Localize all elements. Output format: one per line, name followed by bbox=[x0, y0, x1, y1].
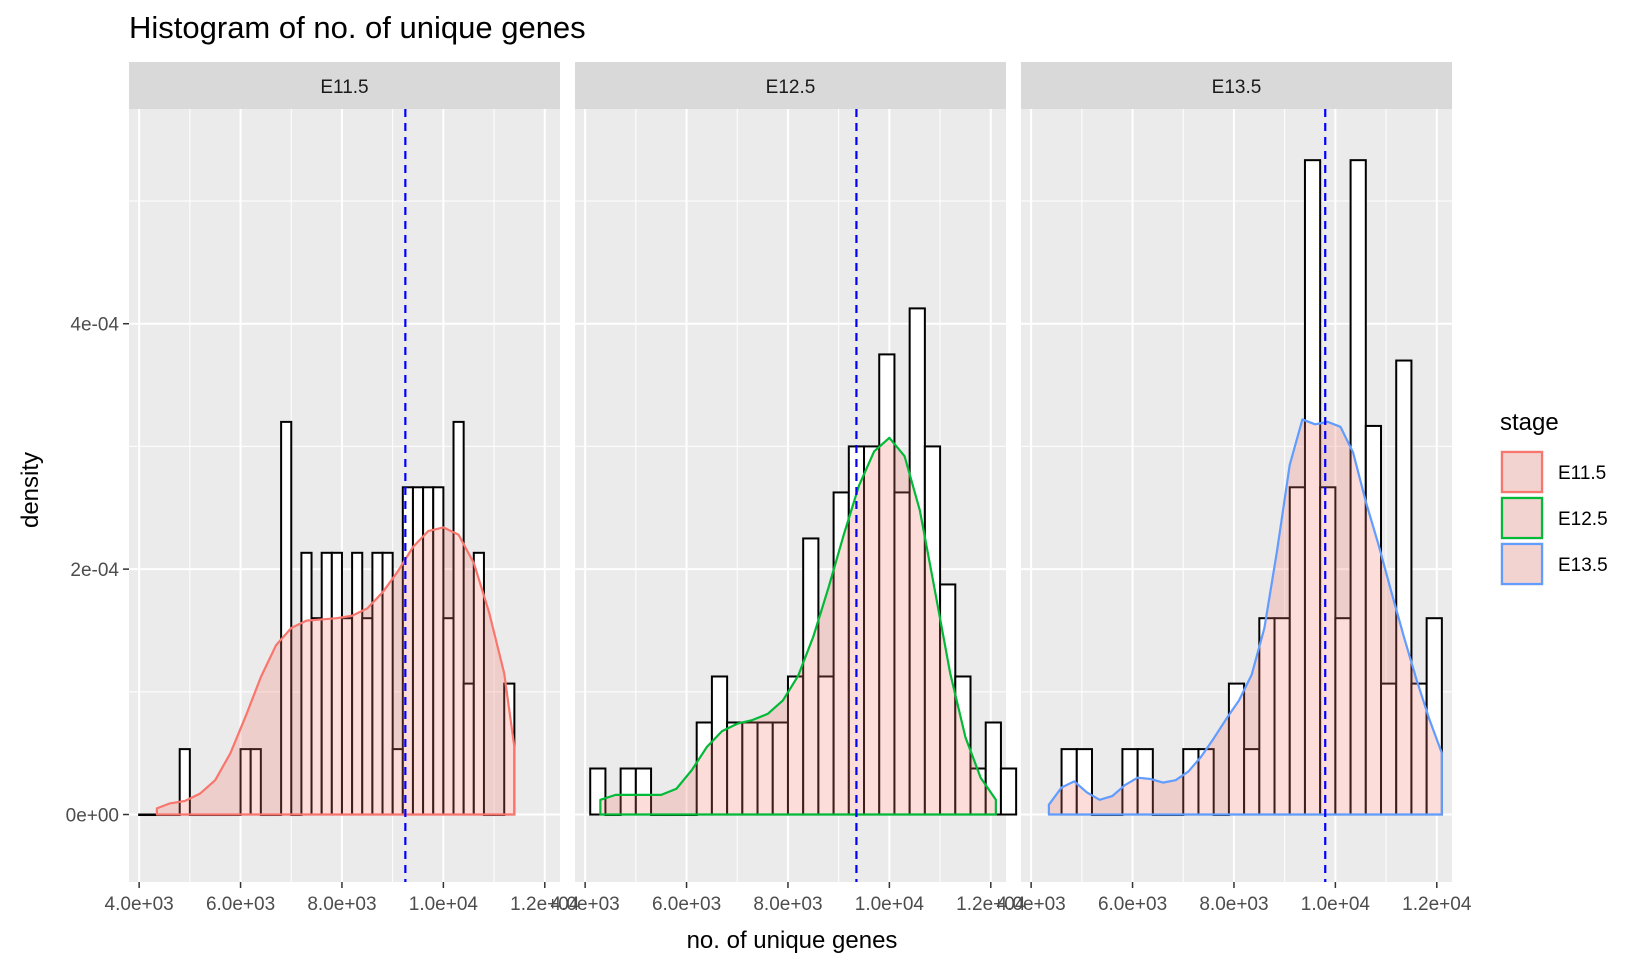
histogram-bar bbox=[589, 767, 607, 816]
x-tick-label: 8.0e+03 bbox=[1199, 894, 1268, 915]
x-axis-title: no. of unique genes bbox=[687, 927, 898, 954]
facet-strip bbox=[1021, 62, 1452, 109]
x-tick-label: 1.2e+04 bbox=[956, 894, 1026, 915]
facet-strip bbox=[129, 62, 560, 109]
y-tick-label: 4e-04 bbox=[70, 315, 119, 336]
legend-key bbox=[1500, 450, 1544, 494]
density-curve bbox=[155, 526, 516, 816]
y-axis-title: density bbox=[17, 452, 44, 528]
x-tick-label: 4.0e+03 bbox=[551, 894, 620, 915]
y-tick-label: 0e+00 bbox=[66, 806, 119, 827]
histogram-bar bbox=[999, 767, 1018, 816]
x-tick-label: 6.0e+03 bbox=[206, 894, 275, 915]
density-curve bbox=[1047, 418, 1443, 816]
facet-strip-label: E11.5 bbox=[320, 77, 368, 98]
x-tick-label: 1.0e+04 bbox=[409, 894, 479, 915]
legend: stage E11.5 E12.5 E13.5 bbox=[1500, 409, 1608, 586]
facet-panels: E11.5 4.0e+03 6.0e+03 8.0e+03 1.0e+04 1.2e+04… bbox=[66, 62, 1472, 915]
legend-key bbox=[1500, 496, 1544, 540]
legend-title: stage bbox=[1500, 409, 1559, 436]
x-tick-label: 1.0e+04 bbox=[855, 894, 925, 915]
x-tick-label: 6.0e+03 bbox=[652, 894, 721, 915]
density-curve bbox=[599, 436, 997, 816]
legend-key-background bbox=[1500, 542, 1544, 586]
legend-label: E11.5 bbox=[1558, 463, 1606, 484]
x-tick-label: 6.0e+03 bbox=[1098, 894, 1167, 915]
legend-key-background bbox=[1500, 496, 1544, 540]
legend-key-background bbox=[1500, 450, 1544, 494]
facet-strip-label: E12.5 bbox=[766, 77, 816, 98]
x-tick-label: 4.0e+03 bbox=[997, 894, 1066, 915]
facet-strip bbox=[575, 62, 1006, 109]
histogram-bar bbox=[138, 813, 151, 817]
panel-E13.5: E13.5 4.0e+03 6.0e+03 8.0e+03 1.0e+04 1.2e+04 bbox=[997, 62, 1472, 915]
x-tick-label: 1.0e+04 bbox=[1301, 894, 1371, 915]
facet-strip-label: E13.5 bbox=[1212, 77, 1262, 98]
y-tick-label: 2e-04 bbox=[70, 560, 119, 581]
panel-E12.5: E12.5 4.0e+03 6.0e+03 8.0e+03 1.0e+04 1.2e+04 bbox=[551, 62, 1026, 915]
x-tick-label: 4.0e+03 bbox=[105, 894, 174, 915]
chart-title: Histogram of no. of unique genes bbox=[129, 10, 586, 45]
panel-E11.5: E11.5 4.0e+03 6.0e+03 8.0e+03 1.0e+04 1.2e+04… bbox=[66, 62, 580, 915]
legend-key bbox=[1500, 542, 1544, 586]
legend-label: E13.5 bbox=[1558, 555, 1608, 576]
x-tick-label: 8.0e+03 bbox=[753, 894, 822, 915]
x-tick-label: 1.2e+04 bbox=[510, 894, 580, 915]
legend-label: E12.5 bbox=[1558, 509, 1608, 530]
x-tick-label: 1.2e+04 bbox=[1402, 894, 1472, 915]
x-tick-label: 8.0e+03 bbox=[307, 894, 376, 915]
